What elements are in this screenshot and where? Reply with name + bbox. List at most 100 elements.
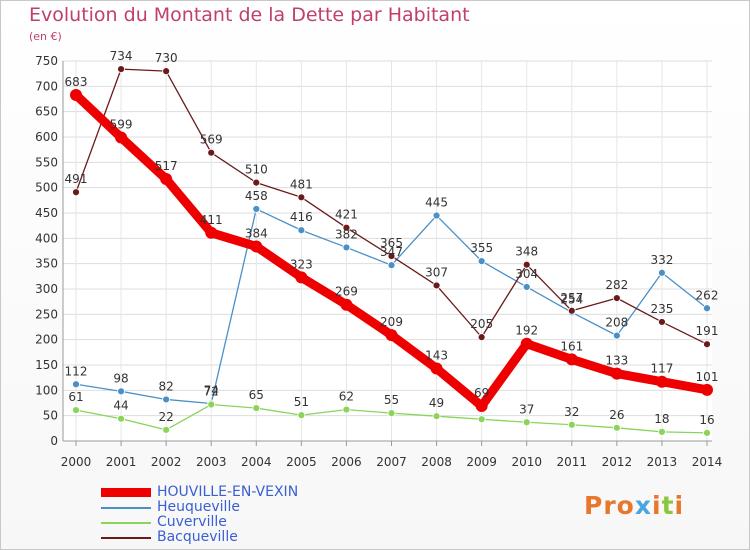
data-label: 205 bbox=[470, 317, 493, 331]
data-label: 22 bbox=[159, 410, 174, 424]
legend-label: Cuverville bbox=[157, 514, 227, 530]
legend: HOUVILLE-EN-VEXIN Heuqueville Cuverville Ba… bbox=[101, 485, 298, 545]
data-label: 143 bbox=[425, 349, 448, 363]
data-point bbox=[387, 409, 396, 418]
data-label: 282 bbox=[605, 278, 628, 292]
y-tick-label: 700 bbox=[35, 79, 58, 93]
data-point bbox=[160, 173, 173, 186]
data-label: 569 bbox=[200, 133, 223, 147]
data-label: 82 bbox=[159, 379, 174, 393]
data-label: 262 bbox=[696, 288, 719, 302]
x-tick-label: 2011 bbox=[557, 455, 588, 469]
data-label: 74 bbox=[204, 384, 219, 398]
data-label: 161 bbox=[560, 339, 583, 353]
data-label: 16 bbox=[699, 413, 714, 427]
x-tick-label: 2012 bbox=[602, 455, 633, 469]
data-point bbox=[612, 294, 621, 303]
data-point bbox=[250, 240, 263, 253]
data-label: 599 bbox=[110, 118, 133, 132]
legend-item: Cuverville bbox=[101, 515, 298, 530]
legend-swatch bbox=[101, 521, 151, 524]
data-label: 510 bbox=[245, 163, 268, 177]
x-tick-label: 2005 bbox=[286, 455, 317, 469]
legend-label: HOUVILLE-EN-VEXIN bbox=[157, 484, 299, 500]
proxiti-logo: Proxiti bbox=[584, 491, 684, 520]
data-point bbox=[252, 205, 261, 213]
data-label: 734 bbox=[110, 49, 133, 63]
y-tick-label: 350 bbox=[35, 257, 58, 271]
data-label: 411 bbox=[200, 213, 223, 227]
data-point bbox=[703, 304, 711, 313]
logo-letter: x bbox=[634, 491, 652, 520]
data-point bbox=[340, 298, 353, 311]
data-label: 481 bbox=[290, 177, 313, 191]
data-label: 72 bbox=[204, 385, 219, 399]
data-point bbox=[117, 65, 125, 74]
x-tick-label: 2006 bbox=[331, 455, 362, 469]
x-tick-label: 2002 bbox=[151, 455, 182, 469]
data-label: 192 bbox=[515, 324, 538, 338]
data-label: 209 bbox=[380, 315, 403, 329]
data-label: 384 bbox=[245, 226, 268, 240]
data-point bbox=[72, 188, 80, 197]
data-point bbox=[342, 243, 351, 252]
data-label: 133 bbox=[605, 354, 628, 368]
y-tick-label: 400 bbox=[35, 231, 58, 245]
logo-letter: r bbox=[603, 491, 617, 520]
data-point bbox=[477, 333, 486, 342]
legend-label: Heuqueville bbox=[157, 499, 240, 515]
data-label: 61 bbox=[68, 390, 83, 404]
data-point bbox=[162, 67, 171, 76]
data-point bbox=[207, 400, 216, 409]
data-label: 49 bbox=[429, 396, 444, 410]
data-label: 445 bbox=[425, 196, 448, 210]
line-chart: 0 50 100 150 200 250 300 350 400 450 500 550 600 650 7… bbox=[35, 49, 722, 469]
data-label: 254 bbox=[560, 292, 583, 306]
x-tick-label: 2000 bbox=[61, 455, 92, 469]
data-label: 51 bbox=[294, 395, 309, 409]
y-tick-label: 250 bbox=[35, 307, 58, 321]
x-tick-label: 2001 bbox=[106, 455, 137, 469]
logo-letter: o bbox=[616, 491, 635, 520]
x-tick-label: 2009 bbox=[466, 455, 497, 469]
data-point bbox=[612, 331, 621, 340]
data-point bbox=[522, 283, 531, 291]
data-label: 117 bbox=[650, 362, 673, 376]
data-label: 307 bbox=[425, 265, 448, 279]
data-point bbox=[612, 423, 621, 432]
data-point bbox=[432, 211, 441, 220]
data-label: 55 bbox=[384, 393, 399, 407]
plot-area bbox=[63, 61, 712, 441]
data-point bbox=[658, 268, 666, 277]
y-tick-label: 500 bbox=[35, 181, 58, 195]
data-point bbox=[252, 404, 261, 412]
data-point bbox=[342, 405, 351, 414]
y-tick-label: 600 bbox=[35, 130, 58, 144]
data-label: 365 bbox=[380, 236, 403, 250]
data-label: 730 bbox=[155, 51, 178, 65]
data-point bbox=[430, 362, 443, 375]
data-point bbox=[432, 412, 441, 421]
y-tick-label: 50 bbox=[43, 409, 58, 423]
chart-title: Evolution du Montant de la Dette par Hab… bbox=[29, 4, 470, 26]
data-label: 332 bbox=[650, 253, 673, 267]
legend-swatch bbox=[101, 506, 151, 509]
logo-letter: i bbox=[652, 491, 662, 520]
data-label: 18 bbox=[654, 412, 669, 426]
y-tick-label: 200 bbox=[35, 333, 58, 347]
legend-label: Bacqueville bbox=[157, 529, 238, 545]
x-tick-label: 2007 bbox=[376, 455, 407, 469]
data-label: 37 bbox=[519, 402, 534, 416]
y-tick-label: 150 bbox=[35, 358, 58, 372]
data-label: 69 bbox=[474, 386, 489, 400]
y-tick-label: 550 bbox=[35, 155, 58, 169]
data-point bbox=[567, 306, 576, 315]
x-tick-label: 2013 bbox=[647, 455, 678, 469]
data-point bbox=[205, 226, 218, 239]
data-point bbox=[522, 418, 531, 427]
x-tick-label: 2010 bbox=[511, 455, 542, 469]
data-label: 65 bbox=[249, 388, 264, 402]
data-label: 416 bbox=[290, 210, 313, 224]
data-point bbox=[701, 383, 713, 396]
data-point bbox=[297, 226, 306, 235]
